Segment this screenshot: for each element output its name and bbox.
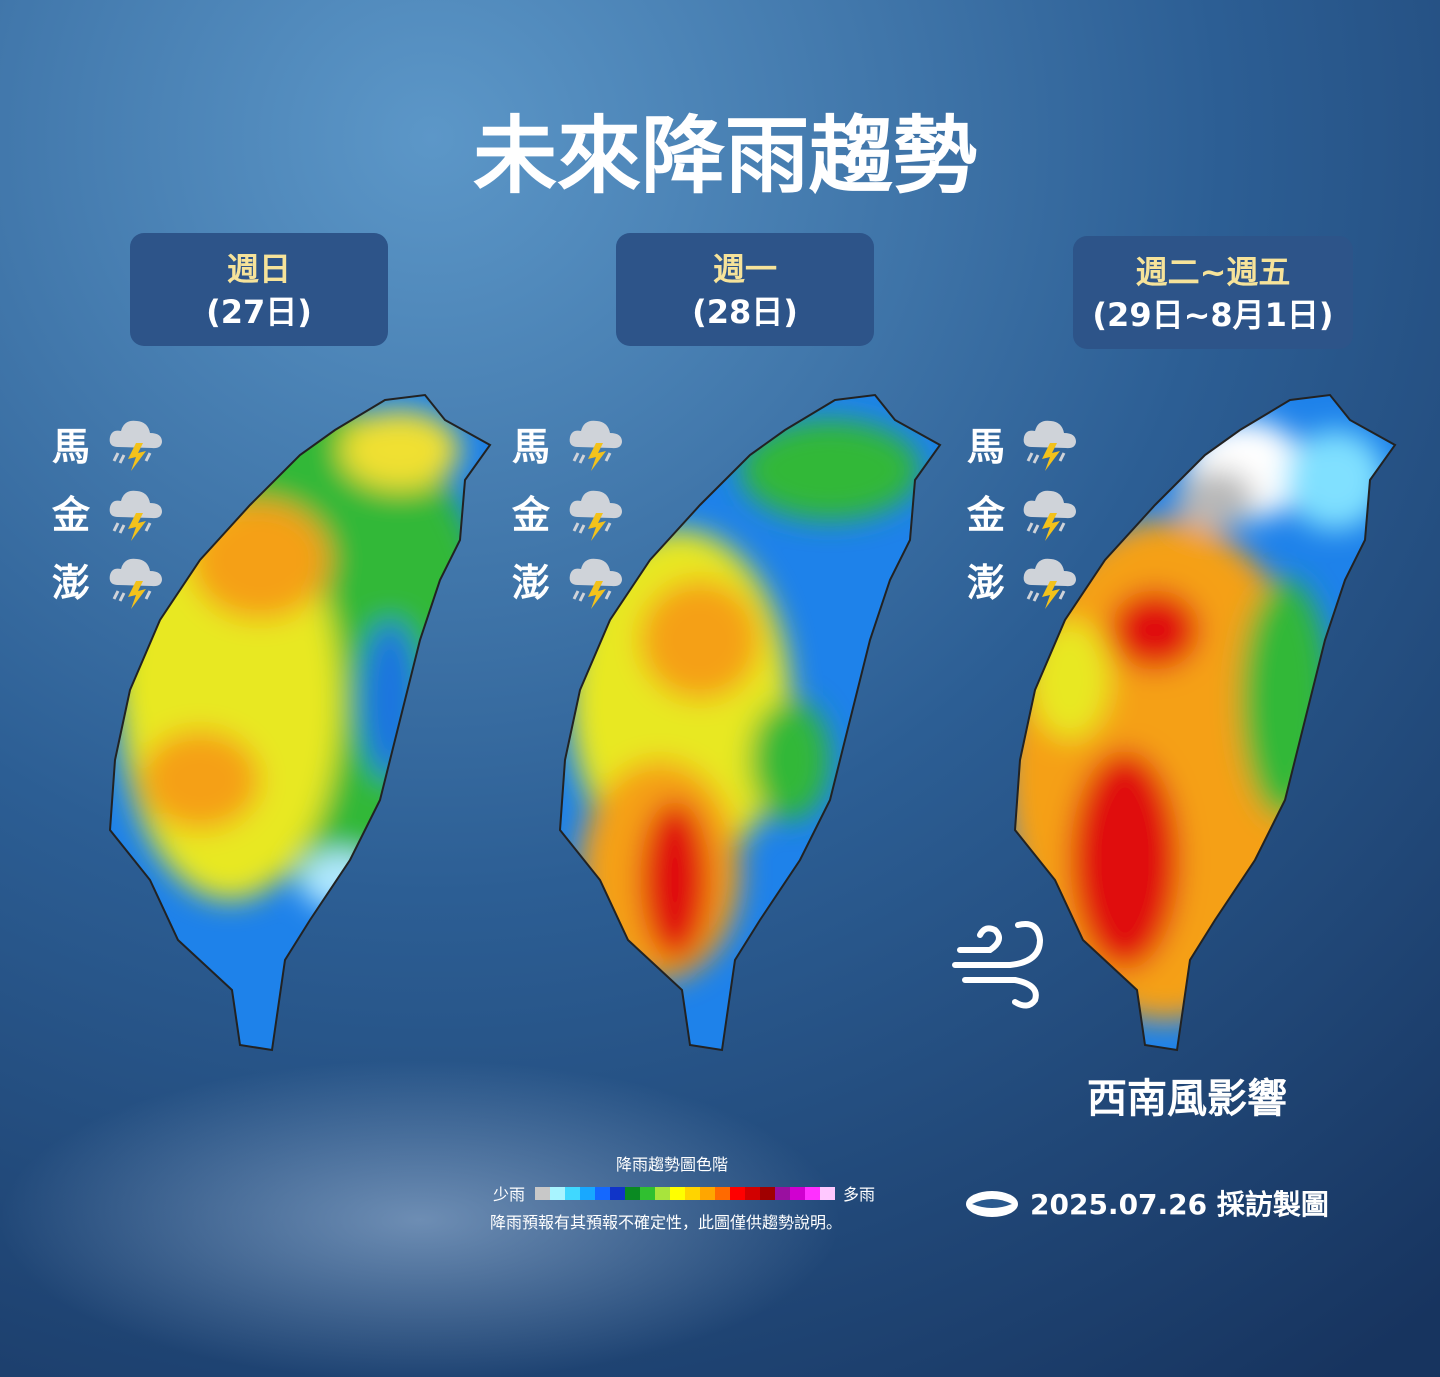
legend-swatch (820, 1187, 835, 1200)
footer: 2025.07.26 採訪製圖 (966, 1188, 1329, 1221)
legend-low: 少雨 (493, 1185, 525, 1204)
legend-note: 降雨預報有其預報不確定性，此圖僅供趨勢說明。 (490, 1213, 842, 1232)
legend-swatch (535, 1187, 550, 1200)
legend-swatch (610, 1187, 625, 1200)
legend-title: 降雨趨勢圖色階 (616, 1155, 728, 1174)
annotation: 西南風影響 (1087, 1076, 1287, 1122)
island-label: 金 (966, 493, 1006, 537)
legend-swatch (625, 1187, 640, 1200)
legend-swatch (685, 1187, 700, 1200)
legend-swatch (760, 1187, 775, 1200)
island-label: 澎 (967, 561, 1005, 605)
legend-swatch (715, 1187, 730, 1200)
legend-swatch (745, 1187, 760, 1200)
island-label: 馬 (52, 425, 90, 469)
date: (28日) (692, 293, 798, 331)
legend-swatch (640, 1187, 655, 1200)
day: 週日 (227, 250, 291, 288)
legend-swatch (775, 1187, 790, 1200)
legend-swatch (670, 1187, 685, 1200)
island-label: 馬 (512, 425, 550, 469)
legend-swatch (580, 1187, 595, 1200)
legend-swatch (565, 1187, 580, 1200)
island-label: 澎 (512, 561, 550, 605)
legend-swatch (805, 1187, 820, 1200)
footer-text: 2025.07.26 採訪製圖 (1030, 1188, 1329, 1221)
island-label: 金 (511, 493, 551, 537)
islands: 馬 金 澎 馬 金 澎 馬 金 澎 (51, 419, 1078, 611)
wind-icon (952, 921, 1044, 1009)
island-label: 澎 (52, 561, 90, 605)
legend-high: 多雨 (843, 1185, 875, 1204)
legend-swatch (790, 1187, 805, 1200)
legend: 降雨趨勢圖色階 少雨 多雨 降雨預報有其預報不確定性，此圖僅供趨勢說明。 (490, 1155, 875, 1232)
panel-header: 週一 (28日) (616, 233, 874, 346)
legend-swatch (700, 1187, 715, 1200)
panel-header: 週日 (27日) (130, 233, 388, 346)
date: (29日~8月1日) (1092, 296, 1333, 334)
legend-swatch (730, 1187, 745, 1200)
legend-swatch (550, 1187, 565, 1200)
day: 週一 (713, 250, 777, 288)
island-label: 金 (51, 493, 91, 537)
island-label: 馬 (967, 425, 1005, 469)
title: 未來降雨趨勢 (473, 107, 977, 205)
date: (27日) (206, 293, 312, 331)
panel-header: 週二~週五 (29日~8月1日) (1073, 236, 1353, 349)
glow (0, 1060, 840, 1377)
legend-swatch (655, 1187, 670, 1200)
day: 週二~週五 (1136, 253, 1291, 291)
legend-swatch (595, 1187, 610, 1200)
